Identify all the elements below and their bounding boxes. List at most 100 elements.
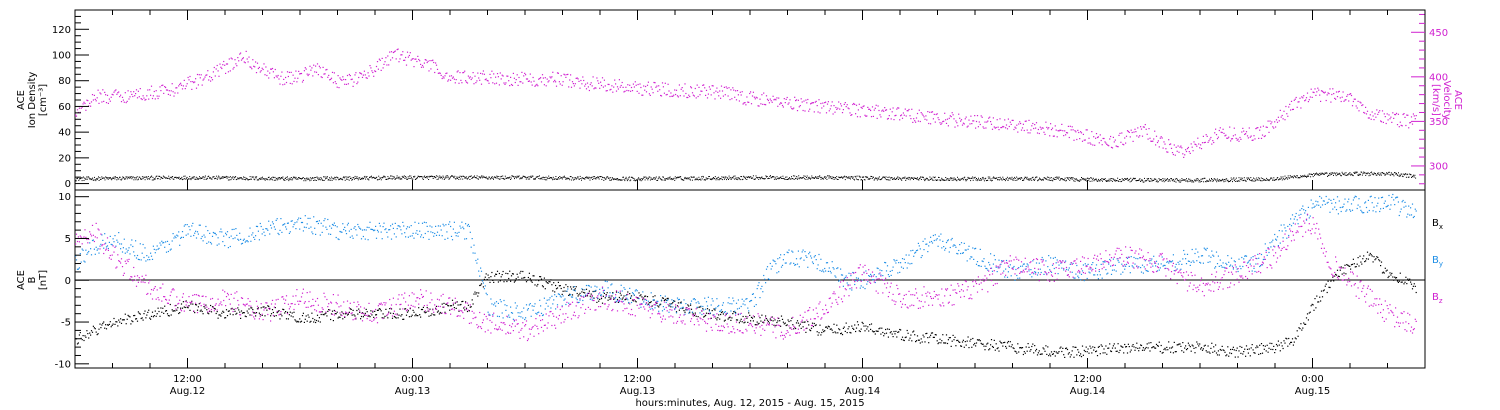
velocity-point — [825, 101, 827, 103]
velocity-point — [401, 54, 403, 56]
density-point — [434, 176, 435, 178]
bx-point — [891, 333, 893, 335]
velocity-point — [1306, 92, 1309, 94]
density-point — [1100, 179, 1102, 181]
velocity-point — [1394, 113, 1396, 116]
density-point — [294, 176, 296, 178]
density-point — [626, 180, 628, 182]
velocity-point — [660, 94, 662, 97]
velocity-point — [245, 50, 247, 52]
velocity-point — [752, 91, 754, 93]
bx-point — [1104, 352, 1106, 354]
velocity-point — [976, 115, 979, 117]
density-point — [657, 178, 659, 180]
velocity-point — [1378, 111, 1380, 113]
velocity-point — [248, 56, 250, 58]
density-point — [185, 177, 187, 179]
density-point — [995, 178, 997, 180]
velocity-point — [1161, 137, 1163, 139]
bx-point — [552, 290, 554, 292]
bx-point — [1191, 344, 1193, 346]
velocity-point — [1275, 126, 1277, 128]
bx-point — [379, 308, 381, 310]
density-point — [790, 178, 792, 180]
density-point — [455, 178, 456, 180]
density-point — [223, 176, 225, 178]
bx-point — [1266, 344, 1268, 346]
bx-point — [590, 293, 592, 295]
bx-point — [436, 311, 439, 313]
velocity-point — [306, 73, 308, 75]
velocity-point — [1058, 130, 1060, 132]
bx-point — [821, 331, 823, 334]
density-point — [1111, 180, 1113, 182]
bx-point — [394, 316, 396, 318]
density-point — [870, 175, 872, 177]
density-point — [1346, 174, 1348, 176]
bx-point — [1100, 344, 1102, 346]
bx-point — [932, 336, 934, 338]
bx-point — [895, 330, 897, 332]
bx-point — [529, 278, 531, 280]
velocity-point — [1169, 143, 1171, 146]
bx-point — [1380, 261, 1383, 263]
velocity-point — [1172, 153, 1174, 156]
density-point — [1041, 179, 1043, 181]
density-point — [1052, 177, 1054, 179]
bx-point — [776, 321, 778, 324]
velocity-point — [460, 79, 462, 81]
bx-point — [687, 304, 689, 306]
bx-point — [786, 324, 788, 326]
density-point — [596, 177, 598, 179]
density-point — [747, 177, 748, 179]
density-point — [1056, 177, 1058, 179]
bx-point — [1290, 341, 1292, 343]
density-point — [170, 176, 172, 178]
by-point — [145, 260, 147, 262]
bx-point — [1321, 296, 1324, 298]
velocity-point — [568, 86, 570, 88]
bx-point — [1398, 280, 1400, 282]
velocity-point — [1228, 136, 1230, 138]
by-point — [97, 248, 99, 250]
velocity-point — [1040, 128, 1042, 130]
density-point — [645, 176, 647, 178]
density-point — [163, 176, 165, 178]
bx-point — [971, 346, 973, 348]
density-point — [708, 176, 710, 177]
by-point — [105, 246, 108, 248]
bx-point — [1059, 347, 1061, 349]
velocity-point — [179, 83, 181, 85]
density-point — [528, 176, 530, 178]
bx-point — [1187, 342, 1189, 344]
density-point — [1119, 179, 1121, 180]
density-point — [1359, 174, 1361, 176]
velocity-point — [594, 87, 596, 89]
velocity-point — [886, 118, 889, 120]
bx-point — [865, 325, 867, 327]
bx-point — [1384, 267, 1386, 269]
velocity-point — [582, 76, 584, 78]
bx-point — [1318, 301, 1320, 303]
bx-point — [766, 319, 769, 321]
bx-point — [563, 286, 565, 289]
bx-point — [997, 347, 999, 349]
bx-point — [528, 272, 530, 274]
bx-point — [198, 303, 200, 305]
by-point — [154, 252, 156, 254]
density-point — [1403, 173, 1405, 175]
density-point — [153, 179, 155, 181]
bx-point — [187, 307, 189, 309]
bx-point — [319, 321, 321, 323]
density-point — [1116, 180, 1118, 182]
velocity-point — [877, 105, 879, 107]
bx-point — [1146, 343, 1148, 345]
velocity-point — [736, 90, 739, 92]
density-point — [1289, 175, 1291, 177]
density-point — [127, 176, 129, 178]
density-point — [600, 176, 601, 178]
velocity-point — [827, 101, 829, 103]
density-point — [686, 177, 688, 179]
by-point — [135, 257, 138, 259]
velocity-point — [784, 102, 786, 104]
